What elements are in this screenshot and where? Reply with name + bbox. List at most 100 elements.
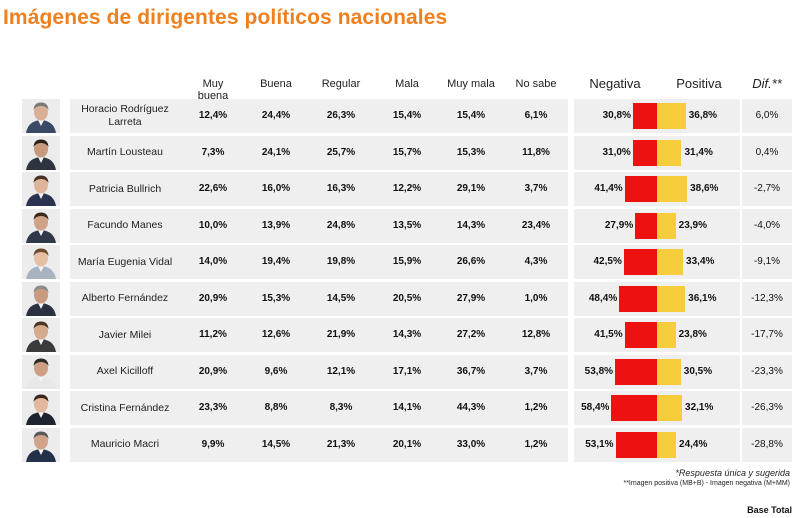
- row-background-dif: [742, 318, 792, 352]
- cell-dif: -2,7%: [753, 183, 781, 194]
- row-background: [70, 245, 568, 279]
- bar-negativa: [619, 285, 657, 312]
- row-background: [70, 135, 568, 170]
- row-background-dif: [742, 281, 792, 316]
- cell-regular: 26,3%: [326, 110, 356, 121]
- bar-positiva: [657, 176, 688, 202]
- cell-dif: -9,1%: [753, 256, 781, 267]
- label-positiva: 36,1%: [688, 292, 717, 304]
- cell-dif: -4,0%: [753, 219, 781, 231]
- cell-buena: 16,0%: [261, 183, 291, 194]
- table-row: Alberto Fernández 20,9% 15,3% 14,5% 20,5% 27,…: [0, 281, 800, 317]
- cell-dif: -28,8%: [751, 438, 783, 450]
- label-negativa: 41,4%: [594, 183, 623, 194]
- header-mala: Mala: [395, 78, 419, 90]
- cell-no-sabe: 23,4%: [521, 219, 551, 231]
- row-background-dif: [742, 245, 792, 279]
- cell-buena: 24,4%: [261, 110, 291, 121]
- cell-buena: 19,4%: [261, 256, 291, 267]
- cell-buena: 12,6%: [261, 329, 291, 340]
- cell-muy-mala: 27,9%: [456, 292, 486, 304]
- bar-negativa: [611, 395, 657, 421]
- cell-dif: -23,3%: [751, 365, 783, 377]
- row-background: [70, 318, 568, 352]
- cell-muy-buena: 20,9%: [198, 365, 228, 377]
- cell-regular: 24,8%: [326, 219, 356, 231]
- table-row: Horacio Rodríguez Larreta 12,4% 24,4% 26,3%…: [0, 98, 800, 134]
- cell-no-sabe: 4,3%: [524, 256, 548, 267]
- row-background-dif: [742, 172, 792, 206]
- label-positiva: 30,5%: [683, 365, 713, 377]
- label-positiva: 32,1%: [685, 402, 714, 413]
- row-name: Horacio Rodríguez Larreta: [81, 103, 169, 128]
- table-row: Facundo Manes 10,0% 13,9% 24,8% 13,5% 14,3% 23…: [0, 208, 800, 244]
- cell-mala: 15,4%: [392, 110, 422, 121]
- avatar-icon: [22, 135, 60, 170]
- cell-buena: 8,8%: [264, 402, 288, 413]
- cell-dif: 0,4%: [755, 146, 779, 158]
- table-row: Martín Lousteau 7,3% 24,1% 25,7% 15,7% 15,3% 1…: [0, 135, 800, 171]
- bar-positiva: [657, 249, 684, 275]
- cell-regular: 8,3%: [329, 402, 353, 413]
- label-negativa: 30,8%: [602, 110, 631, 121]
- cell-no-sabe: 1,2%: [524, 438, 548, 450]
- cell-muy-mala: 44,3%: [456, 402, 486, 413]
- bar-negativa: [615, 358, 657, 385]
- avatar-icon: [22, 354, 60, 389]
- label-negativa: 48,4%: [588, 292, 618, 304]
- cell-dif: -17,7%: [751, 329, 783, 340]
- row-name: Alberto Fernández: [81, 292, 169, 304]
- cell-dif: 6,0%: [755, 110, 779, 121]
- row-name: Mauricio Macri: [90, 438, 160, 450]
- row-name: Cristina Fernández: [80, 401, 170, 414]
- bar-negativa: [635, 212, 657, 239]
- row-name: Facundo Manes: [87, 219, 163, 231]
- cell-mala: 20,5%: [392, 292, 422, 304]
- avatar-icon: [22, 318, 60, 352]
- cell-no-sabe: 3,7%: [524, 365, 548, 377]
- bar-positiva: [657, 358, 681, 385]
- cell-mala: 12,2%: [392, 183, 422, 194]
- cell-muy-mala: 27,2%: [456, 329, 486, 340]
- cell-dif: -26,3%: [751, 402, 783, 413]
- bar-negativa: [624, 322, 657, 348]
- label-positiva: 36,8%: [688, 110, 718, 121]
- bar-positiva: [657, 322, 676, 348]
- table-row: Patricia Bullrich 22,6% 16,0% 16,3% 12,2% 29,…: [0, 171, 800, 207]
- row-background: [70, 354, 568, 389]
- row-background-dif: [742, 99, 792, 133]
- row-name: Martín Lousteau: [87, 146, 163, 158]
- label-negativa: 31,0%: [602, 146, 631, 158]
- cell-mala: 14,1%: [392, 402, 422, 413]
- cell-no-sabe: 1,2%: [524, 402, 548, 413]
- cell-muy-mala: 26,6%: [456, 256, 486, 267]
- cell-buena: 9,6%: [264, 365, 288, 377]
- cell-mala: 13,5%: [392, 219, 422, 231]
- bar-positiva: [657, 395, 683, 421]
- table-row: Mauricio Macri 9,9% 14,5% 21,3% 20,1% 33,0% 1,…: [0, 427, 800, 463]
- label-positiva: 23,9%: [678, 219, 707, 231]
- avatar-icon: [22, 281, 60, 316]
- row-background-dif: [742, 354, 792, 389]
- label-negativa: 53,1%: [585, 438, 614, 450]
- cell-muy-buena: 23,3%: [198, 402, 228, 413]
- bar-positiva: [657, 212, 676, 239]
- cell-regular: 12,1%: [326, 365, 356, 377]
- cell-no-sabe: 3,7%: [524, 183, 548, 194]
- avatar-icon: [22, 391, 60, 425]
- cell-muy-buena: 11,2%: [199, 329, 227, 340]
- row-background: [70, 208, 568, 243]
- base-label: Base Total: [747, 505, 792, 515]
- row-background: [70, 391, 568, 425]
- avatar-icon: [22, 245, 60, 279]
- row-background-dif: [742, 391, 792, 425]
- cell-muy-mala: 14,3%: [456, 219, 486, 231]
- cell-muy-buena: 9,9%: [201, 438, 225, 450]
- footnote-formula: **Imagen positiva (MB+B) - Imagen negati…: [623, 480, 790, 487]
- bar-negativa: [623, 249, 657, 275]
- header-buena: Buena: [260, 78, 292, 90]
- cell-buena: 14,5%: [261, 438, 291, 450]
- header-no-sabe: No sabe: [515, 78, 557, 90]
- cell-muy-buena: 7,3%: [201, 146, 225, 158]
- cell-muy-buena: 10,0%: [198, 219, 228, 231]
